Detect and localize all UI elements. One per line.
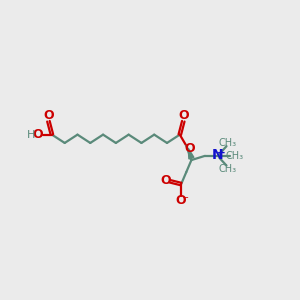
Text: CH₃: CH₃ <box>218 164 236 174</box>
Text: ⁻: ⁻ <box>182 195 188 205</box>
Text: N: N <box>212 148 224 162</box>
Text: +: + <box>217 148 226 158</box>
Text: O: O <box>160 174 171 187</box>
Text: O: O <box>178 110 189 122</box>
Polygon shape <box>188 148 194 159</box>
Text: H: H <box>27 130 35 140</box>
Text: O: O <box>184 142 195 155</box>
Text: O: O <box>43 110 53 122</box>
Text: O: O <box>32 128 43 141</box>
Text: CH₃: CH₃ <box>226 151 244 161</box>
Text: O: O <box>176 194 187 207</box>
Text: CH₃: CH₃ <box>218 138 236 148</box>
